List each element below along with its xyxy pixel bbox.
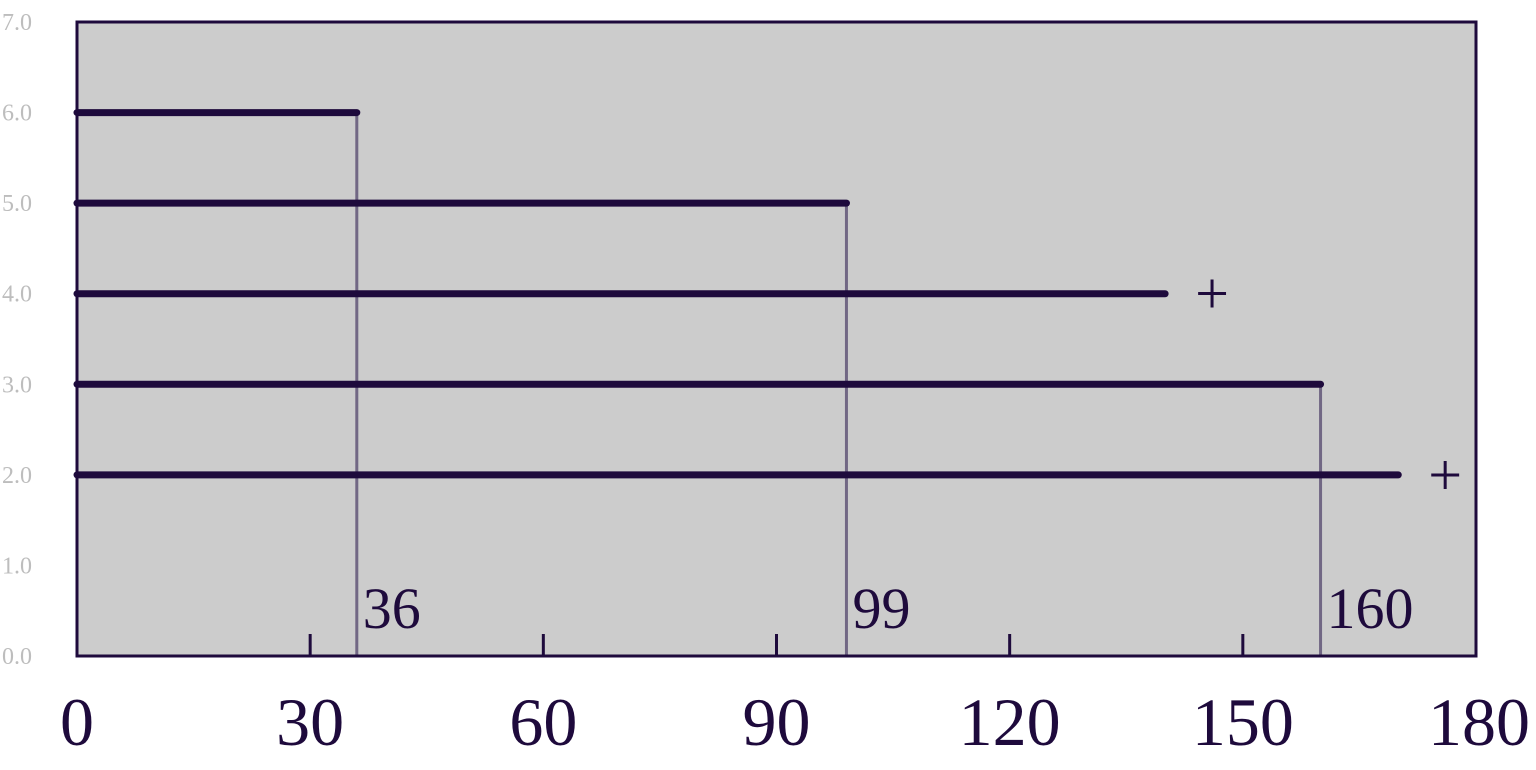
censor-marks: ++ [1195,261,1462,508]
event-label-2: 160 [1327,576,1414,641]
event-label-1: 99 [852,576,910,641]
x-tick-labels: 0 30 60 90 120 150 180 [60,684,1530,760]
x-ticks [308,634,1245,656]
y-tick-label-6: 6.0 [2,101,32,127]
y-tick-labels: 0.0 1.0 2.0 3.0 4.0 5.0 6.0 7.0 [2,10,32,670]
y-tick-label-7: 7.0 [2,10,32,36]
y-tick-label-2: 2.0 [2,463,32,489]
y-tick-label-0: 0.0 [2,644,32,670]
y-tick-label-1: 1.0 [2,553,32,579]
event-labels: 36 99 160 [363,576,1414,641]
event-label-0: 36 [363,576,421,641]
x-tick-label-4: 120 [959,684,1061,760]
y-tick-label-4: 4.0 [2,282,32,308]
censor-mark-2: + [1195,261,1229,327]
bars [73,109,1402,479]
censor-mark-4: + [1428,442,1462,508]
x-tick-label-3: 90 [743,684,811,760]
y-tick-label-3: 3.0 [2,372,32,398]
x-tick-label-0: 0 [60,684,94,760]
x-tick-label-1: 30 [276,684,344,760]
x-tick-label-5: 150 [1192,684,1294,760]
plot-area [77,22,1476,656]
x-tick-label-2: 60 [509,684,577,760]
x-tick-label-6: 180 [1428,684,1530,760]
y-tick-label-5: 5.0 [2,191,32,217]
